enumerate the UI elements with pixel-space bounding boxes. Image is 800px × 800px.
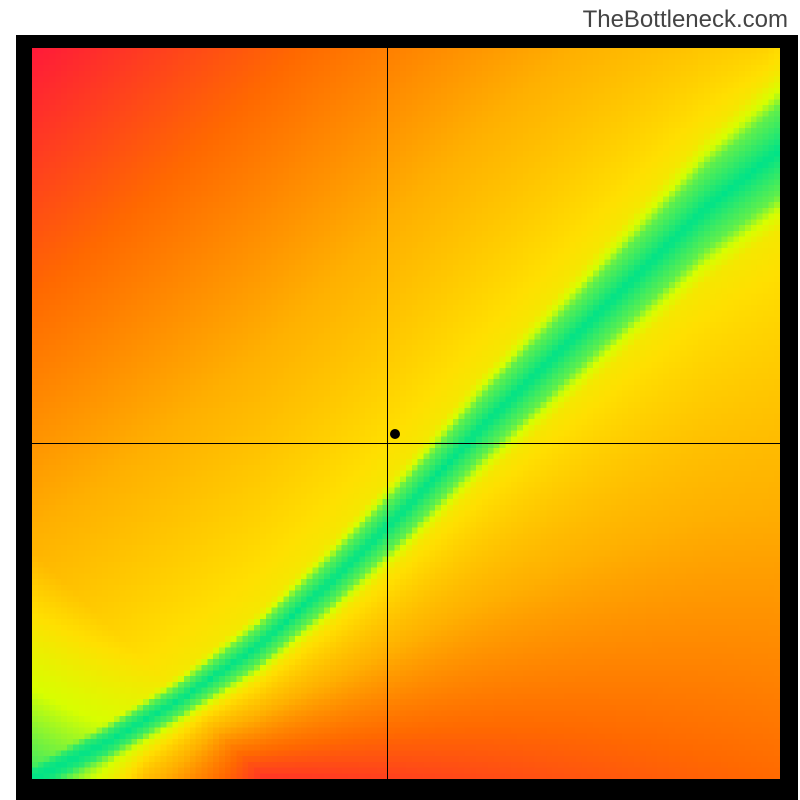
crosshair-horizontal <box>32 443 780 444</box>
figure-container: TheBottleneck.com <box>0 0 800 800</box>
plot-outer-border <box>16 35 798 800</box>
selected-point-marker <box>390 429 400 439</box>
watermark-text: TheBottleneck.com <box>583 6 788 34</box>
crosshair-vertical <box>387 48 388 779</box>
bottleneck-heatmap <box>32 48 780 779</box>
